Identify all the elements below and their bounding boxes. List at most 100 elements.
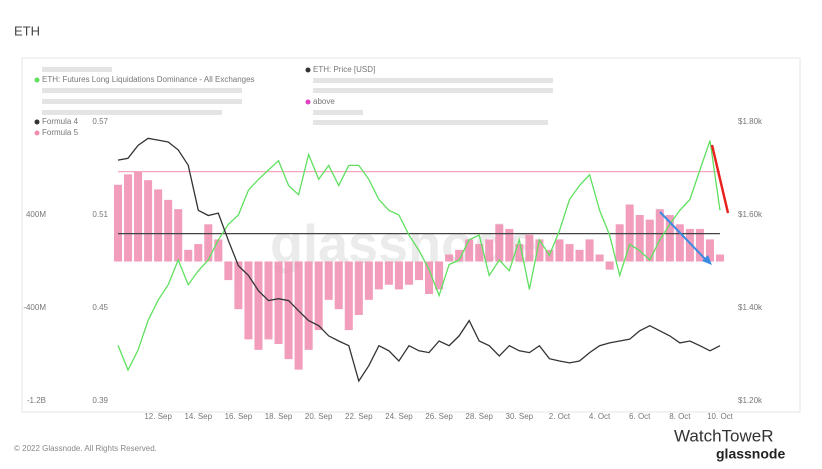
bar (414, 261, 424, 281)
legend-marker (34, 119, 40, 125)
bar (194, 244, 203, 262)
bar (435, 261, 444, 290)
y2-tick-label: $1.40k (738, 303, 763, 312)
x-tick-label: 26. Sep (425, 412, 453, 421)
bar (274, 261, 283, 345)
bar (645, 219, 654, 262)
y-tick-label: 0.39 (92, 396, 108, 405)
chart-frame (21, 57, 801, 413)
x-tick-label: 20. Sep (305, 412, 333, 421)
legend-marker (305, 99, 311, 105)
legend-faded (42, 67, 553, 125)
bar (705, 239, 714, 262)
bar (204, 224, 213, 262)
legend-marker (34, 77, 40, 83)
x-tick-label: 12. Sep (144, 412, 172, 421)
bar (113, 184, 123, 262)
y3-tick-label: -400M (23, 303, 46, 312)
legend-label: above (313, 97, 335, 106)
bar (254, 261, 263, 350)
legend-label: Formula 4 (42, 117, 79, 126)
bar (635, 215, 644, 262)
brand-sub: glassnode (716, 446, 785, 462)
bar (144, 180, 153, 262)
annotation-line (710, 144, 730, 214)
bar (404, 261, 413, 285)
bar (505, 228, 514, 262)
bar (495, 224, 504, 262)
y-tick-label: 0.57 (92, 117, 108, 126)
bar (605, 261, 614, 270)
y2-tick-label: $1.80k (738, 117, 763, 126)
bar (455, 249, 464, 262)
y-tick-label: 0.45 (92, 303, 108, 312)
bar (134, 171, 143, 262)
legend-marker (305, 67, 311, 73)
bar (515, 244, 524, 262)
brand: WatchToweR (674, 426, 774, 445)
bar (344, 261, 353, 331)
copyright: © 2022 Glassnode. All Rights Reserved. (14, 444, 157, 453)
bar (555, 239, 564, 262)
bar (314, 261, 323, 331)
bar (284, 261, 293, 360)
x-tick-label: 22. Sep (345, 412, 373, 421)
x-tick-label: 18. Sep (265, 412, 293, 421)
x-tick-label: 28. Sep (465, 412, 493, 421)
annotation-arrowhead (702, 255, 712, 265)
bar (334, 261, 343, 310)
legend-marker (34, 130, 40, 136)
bar (665, 215, 674, 262)
x-tick-label: 14. Sep (184, 412, 212, 421)
x-tick-label: 4. Oct (589, 412, 611, 421)
bar (214, 239, 223, 262)
bar (445, 254, 454, 262)
bar (124, 174, 133, 262)
bar (324, 261, 333, 300)
bar (224, 261, 233, 281)
bar (384, 261, 393, 285)
bar (374, 261, 383, 290)
bar (174, 209, 183, 262)
series-line (117, 137, 721, 383)
x-tick-label: 8. Oct (669, 412, 691, 421)
plot: 0.39 0.45 0.51 0.57 $1.20k $1.40k $1.60k $1.80k… (23, 117, 763, 421)
y3-tick-label: 400M (26, 210, 46, 219)
bar (234, 261, 243, 310)
y-tick-label: 0.51 (92, 210, 108, 219)
bar (354, 261, 363, 315)
bar (655, 209, 664, 262)
bar (164, 199, 173, 262)
x-tick-label: 2. Oct (549, 412, 571, 421)
annotation-arrow (659, 211, 709, 263)
bar (525, 234, 534, 262)
bar (244, 261, 253, 340)
bar (715, 254, 725, 262)
bar (575, 249, 584, 262)
x-tick-label: 30. Sep (506, 412, 534, 421)
y2-tick-label: $1.60k (738, 210, 763, 219)
y3-tick-label: -1.2B (27, 396, 46, 405)
page-title: ETH (14, 23, 40, 38)
bar (675, 224, 684, 262)
x-tick-label: 16. Sep (225, 412, 253, 421)
bar (535, 239, 544, 262)
bar (615, 224, 624, 262)
y2-tick-label: $1.20k (738, 396, 763, 405)
legend-label: ETH: Futures Long Liquidations Dominance… (42, 75, 255, 84)
bar (565, 244, 574, 262)
legend-label: Formula 5 (42, 128, 79, 137)
bar (304, 261, 313, 350)
bar (425, 261, 434, 295)
bar (485, 239, 494, 262)
legend-label: ETH: Price [USD] (313, 65, 375, 74)
x-tick-label: 24. Sep (385, 412, 413, 421)
bar (695, 228, 704, 262)
bar (154, 189, 163, 262)
bar (475, 244, 484, 262)
x-tick-label: 10. Oct (707, 412, 734, 421)
bar (394, 261, 403, 290)
bar (364, 261, 373, 300)
bar (585, 239, 594, 262)
